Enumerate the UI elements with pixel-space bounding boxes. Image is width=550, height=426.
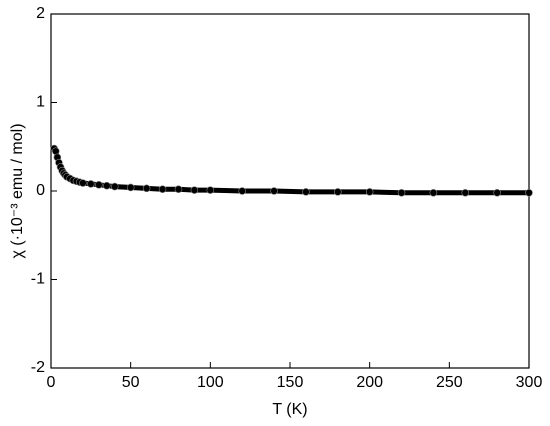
data-point xyxy=(190,186,199,194)
x-tick-label: 100 xyxy=(197,374,224,391)
data-point xyxy=(493,188,501,197)
data-point xyxy=(87,180,95,188)
data-point xyxy=(158,185,167,194)
x-tick-label: 250 xyxy=(436,374,463,391)
data-point xyxy=(238,187,246,195)
data-point xyxy=(429,188,438,197)
data-point xyxy=(142,184,151,193)
data-point xyxy=(397,188,406,197)
y-tick-label: 1 xyxy=(36,94,45,111)
y-tick-label: 0 xyxy=(36,182,45,199)
data-point xyxy=(461,188,470,197)
x-tick-label: 200 xyxy=(356,374,383,391)
data-point xyxy=(79,179,87,187)
y-axis-label: χ (·10⁻³ emu / mol) xyxy=(9,123,26,258)
data-point xyxy=(110,182,119,191)
x-axis-label: T (K) xyxy=(272,401,307,418)
data-point xyxy=(126,183,135,192)
x-tick-label: 50 xyxy=(122,374,140,391)
data-point xyxy=(302,188,310,196)
data-point xyxy=(365,188,374,196)
x-tick-label: 0 xyxy=(47,374,56,391)
data-point xyxy=(333,188,342,196)
data-point xyxy=(174,185,183,194)
data-point xyxy=(270,187,278,195)
data-point xyxy=(525,188,533,197)
data-point xyxy=(51,147,60,155)
y-tick-label: 2 xyxy=(36,5,45,22)
x-tick-label: 150 xyxy=(277,374,304,391)
data-point xyxy=(102,181,111,190)
y-tick-label: -2 xyxy=(31,359,45,376)
data-point xyxy=(95,181,103,189)
data-line xyxy=(52,147,529,196)
x-tick-label: 300 xyxy=(516,374,543,391)
data-point xyxy=(206,186,215,194)
y-tick-label: -1 xyxy=(31,271,45,288)
